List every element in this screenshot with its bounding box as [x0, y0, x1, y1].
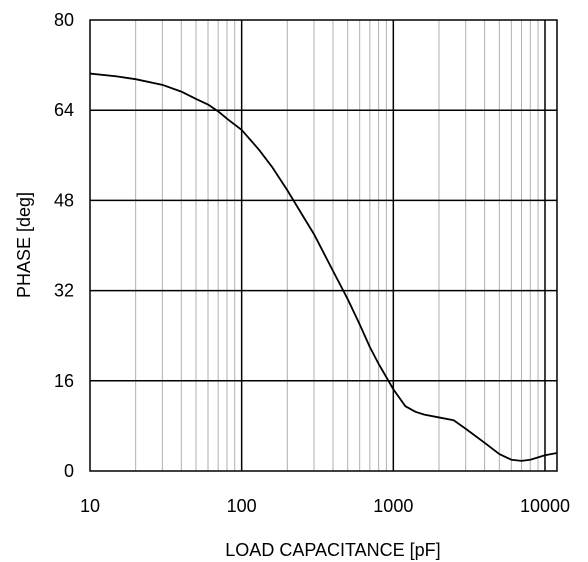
minor-grid: [135, 20, 539, 471]
y-tick-label: 32: [54, 281, 74, 301]
x-tick-label: 1000: [373, 496, 413, 516]
y-tick-label: 80: [54, 10, 74, 30]
plot-frame: [89, 19, 558, 472]
x-tick-label: 100: [227, 496, 257, 516]
major-grid: [90, 20, 557, 471]
y-tick-label: 16: [54, 371, 74, 391]
series-line: [89, 72, 558, 462]
y-tick-label: 0: [64, 461, 74, 481]
series-layer: [89, 72, 558, 462]
x-tick-label: 10: [80, 496, 100, 516]
y-axis-title: PHASE [deg]: [14, 192, 34, 298]
x-axis-title: LOAD CAPACITANCE [pF]: [225, 540, 440, 560]
y-tick-labels: 0 16 32 48 64 80: [54, 10, 74, 481]
y-tick-label: 48: [54, 190, 74, 210]
y-tick-label: 64: [54, 100, 74, 120]
x-tick-label: 10000: [520, 496, 570, 516]
x-tick-labels: 10 100 1000 10000: [80, 496, 570, 516]
